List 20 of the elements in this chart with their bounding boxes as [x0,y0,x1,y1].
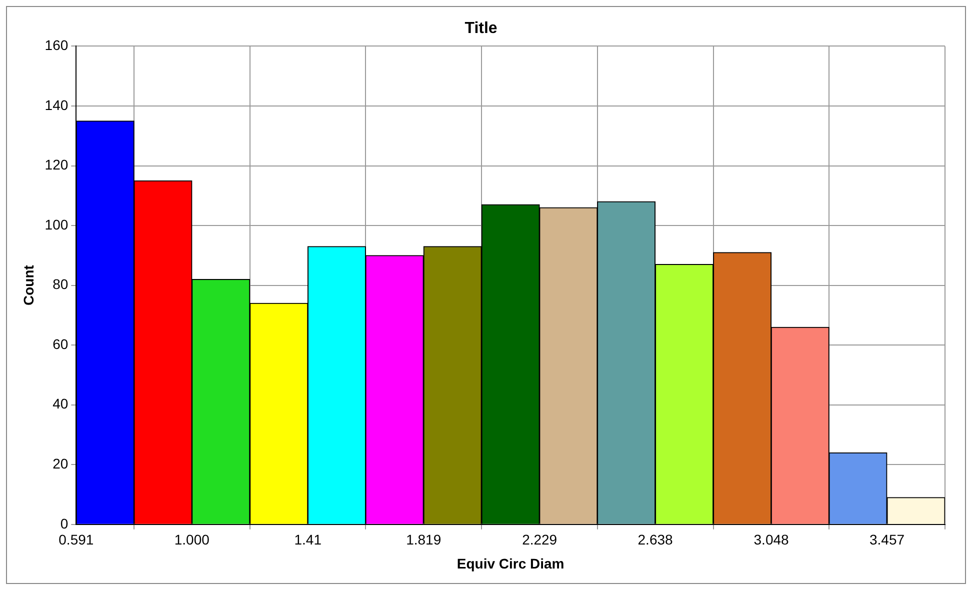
y-tick-label: 160 [44,37,68,54]
x-axis-title: Equiv Circ Diam [456,555,564,572]
x-tick-label: 3.457 [869,532,905,548]
y-tick-label: 120 [44,156,68,173]
y-axis-title: Count [20,264,36,306]
x-tick-label: 0.591 [58,532,94,548]
y-tick-label: 100 [44,216,68,232]
y-tick-label: 80 [52,276,68,292]
y-tick-label: 40 [52,396,68,412]
x-tick-label: 2.638 [638,532,674,548]
y-tick-label: 0 [60,515,68,532]
y-tick-label: 60 [52,336,68,352]
y-tick-label: 140 [44,96,68,113]
x-tick-label: 2.229 [522,532,558,548]
y-tick-label: 20 [52,455,68,472]
x-tick-label: 1.000 [174,532,210,548]
x-tick-label: 1.41 [294,532,322,548]
chart-title: Title [464,20,498,38]
x-tick-label: 1.819 [406,532,442,548]
x-tick-label: 3.048 [754,532,790,548]
